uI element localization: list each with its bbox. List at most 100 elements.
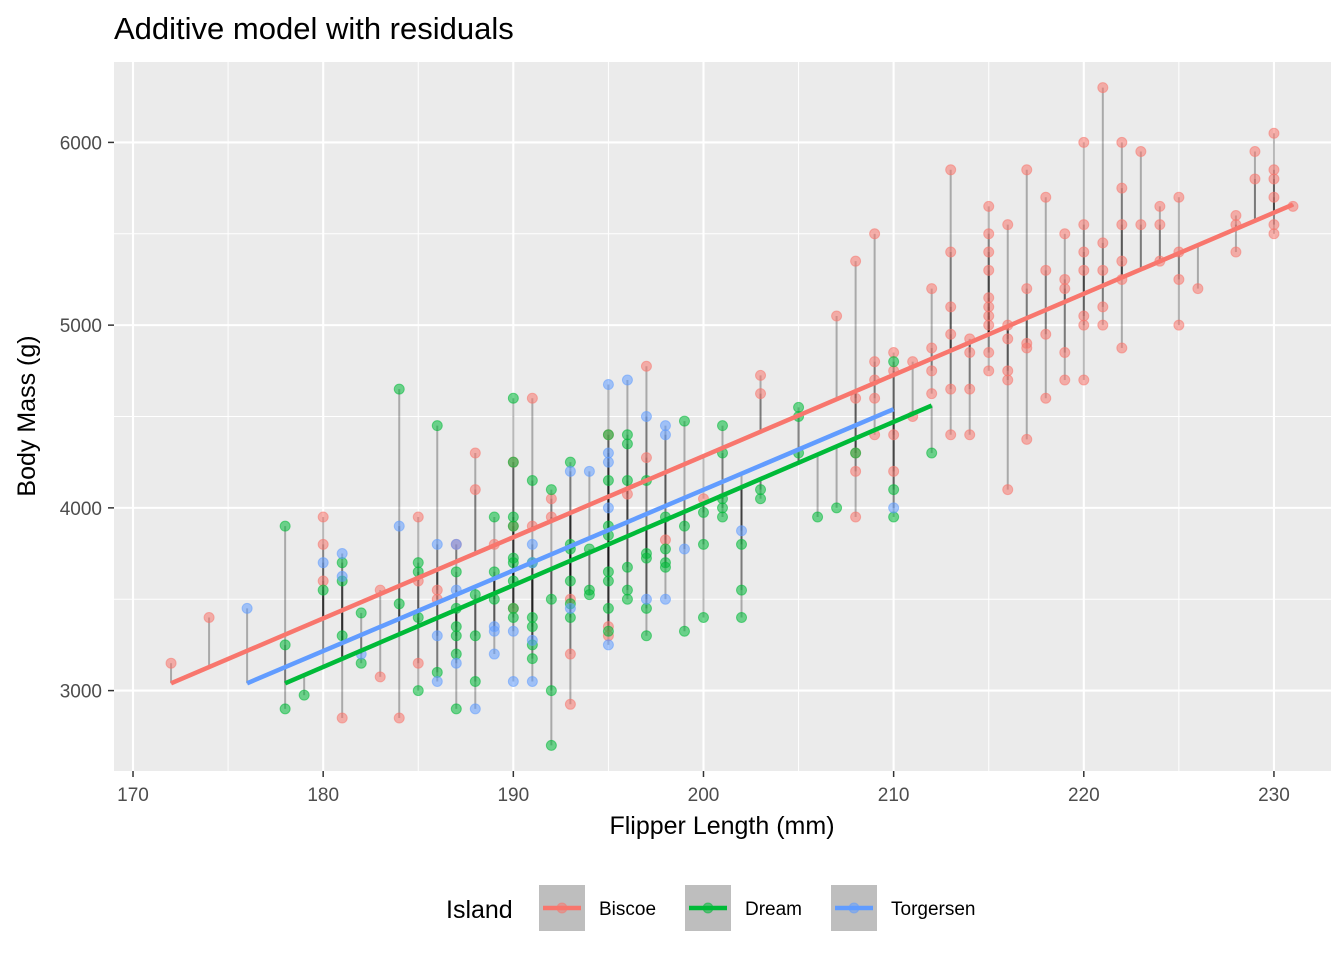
point-biscoe xyxy=(1021,342,1033,354)
point-torgersen xyxy=(640,411,652,422)
point-biscoe xyxy=(1078,246,1090,258)
point-biscoe xyxy=(1021,433,1033,445)
point-dream xyxy=(526,474,538,486)
point-dream xyxy=(507,602,519,614)
point-biscoe xyxy=(564,648,576,660)
point-dream xyxy=(564,456,576,468)
point-biscoe xyxy=(564,698,576,710)
point-dream xyxy=(736,584,748,596)
point-torgersen xyxy=(564,602,576,614)
point-dream xyxy=(602,566,614,578)
point-torgersen xyxy=(659,420,671,432)
point-torgersen xyxy=(431,538,443,550)
legend-point-dream xyxy=(702,902,714,914)
point-dream xyxy=(697,612,709,624)
point-biscoe xyxy=(850,511,862,523)
point-dream xyxy=(678,415,690,427)
point-biscoe xyxy=(1059,283,1071,295)
point-dream xyxy=(812,511,824,523)
point-biscoe xyxy=(1021,164,1033,176)
fit-line-torgersen xyxy=(246,407,895,686)
point-biscoe xyxy=(850,465,862,477)
fit-line-dream xyxy=(284,403,933,686)
point-dream xyxy=(717,502,728,514)
point-biscoe xyxy=(1249,173,1261,185)
point-biscoe xyxy=(1078,374,1090,386)
point-biscoe xyxy=(1002,374,1014,386)
legend-point-biscoe xyxy=(556,902,568,914)
point-torgersen xyxy=(526,675,538,687)
point-dream xyxy=(545,593,557,605)
point-biscoe xyxy=(1116,255,1128,267)
point-biscoe xyxy=(926,388,938,400)
point-torgersen xyxy=(659,593,671,605)
point-torgersen xyxy=(469,703,481,715)
point-biscoe xyxy=(1002,365,1014,377)
point-torgersen xyxy=(640,593,652,605)
point-biscoe xyxy=(926,365,938,377)
x-axis-title: Flipper Length (mm) xyxy=(609,812,834,840)
point-biscoe xyxy=(1040,264,1052,276)
point-biscoe xyxy=(888,347,900,359)
point-biscoe xyxy=(431,584,443,596)
point-biscoe xyxy=(374,671,386,683)
point-torgersen xyxy=(888,502,900,514)
point-dream xyxy=(393,598,405,610)
point-dream xyxy=(697,506,709,518)
point-dream xyxy=(621,584,633,596)
point-torgersen xyxy=(602,639,614,651)
point-biscoe xyxy=(165,657,177,669)
x-tick-label: 230 xyxy=(1258,785,1290,806)
point-torgersen xyxy=(736,525,748,537)
point-biscoe xyxy=(983,319,995,331)
point-dream xyxy=(355,657,367,669)
point-torgersen xyxy=(450,657,462,669)
point-dream xyxy=(621,429,633,441)
point-dream xyxy=(355,607,367,619)
point-biscoe xyxy=(983,264,995,276)
point-dream xyxy=(279,639,291,651)
point-dream xyxy=(755,493,767,505)
point-biscoe xyxy=(1002,484,1014,496)
point-torgersen xyxy=(431,630,443,642)
point-torgersen xyxy=(602,379,614,391)
point-dream xyxy=(431,666,443,678)
point-torgersen xyxy=(583,465,595,477)
point-biscoe xyxy=(336,712,348,724)
point-biscoe xyxy=(964,429,976,441)
point-biscoe xyxy=(1116,182,1128,194)
point-biscoe xyxy=(869,356,881,368)
point-biscoe xyxy=(926,283,938,295)
point-biscoe xyxy=(412,511,424,523)
point-dream xyxy=(621,438,633,450)
point-biscoe xyxy=(1097,82,1109,94)
point-biscoe xyxy=(888,465,900,477)
point-dream xyxy=(640,602,652,614)
point-dream xyxy=(545,484,557,496)
y-axis: 3000 4000 5000 6000 xyxy=(60,133,114,703)
point-torgersen xyxy=(488,625,500,637)
point-dream xyxy=(602,474,614,486)
point-biscoe xyxy=(1192,283,1204,295)
point-dream xyxy=(545,685,557,697)
point-dream xyxy=(507,511,519,523)
point-biscoe xyxy=(869,392,881,404)
point-biscoe xyxy=(1040,191,1052,203)
point-biscoe xyxy=(945,301,957,313)
point-torgersen xyxy=(507,675,519,687)
x-tick-label: 220 xyxy=(1068,785,1100,806)
point-dream xyxy=(659,543,671,555)
point-torgersen xyxy=(431,675,443,687)
point-biscoe xyxy=(1078,264,1090,276)
point-torgersen xyxy=(602,456,614,468)
point-biscoe xyxy=(1097,319,1109,331)
point-dream xyxy=(526,653,538,665)
point-dream xyxy=(640,552,652,564)
point-dream xyxy=(755,484,767,496)
point-dream xyxy=(888,511,900,523)
point-dream xyxy=(507,612,519,624)
point-torgersen xyxy=(507,625,519,637)
point-biscoe xyxy=(659,534,671,546)
legend-label-torgersen: Torgersen xyxy=(891,899,976,920)
